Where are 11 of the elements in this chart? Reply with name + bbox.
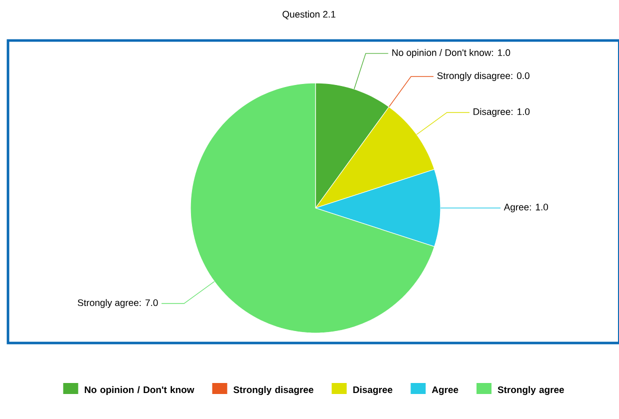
legend-label: Disagree xyxy=(353,386,392,395)
text: Strongly disagree: 0.0 xyxy=(437,72,530,81)
data-label: Strongly agree: 7.0 xyxy=(78,299,158,308)
legend-label: Strongly agree xyxy=(498,386,564,395)
data-label: Disagree: 1.0 xyxy=(474,108,530,117)
data-label: Agree: 1.0 xyxy=(504,204,548,212)
legend-label: No opinion / Don't know xyxy=(84,386,194,395)
legend-label: Strongly disagree xyxy=(233,386,314,395)
legend-label: Agree xyxy=(432,386,458,395)
data-label: No opinion / Don't know: 1.0 xyxy=(392,49,510,58)
chart-title: Question 2.1 xyxy=(282,10,336,20)
